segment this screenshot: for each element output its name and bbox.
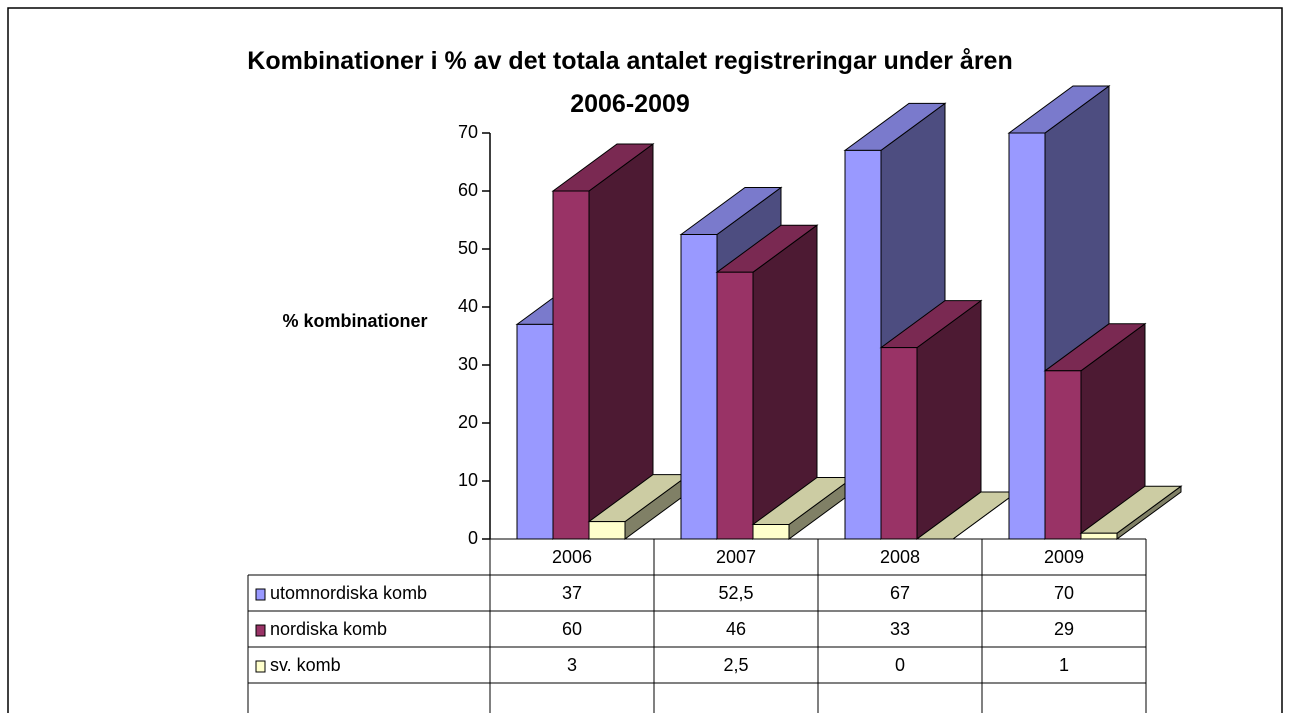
y-tick-label: 30 [458, 354, 478, 374]
table-value: 46 [726, 619, 746, 639]
legend-key [255, 660, 266, 673]
bar [844, 149, 882, 540]
bar [516, 323, 554, 540]
table-value: 70 [1054, 583, 1074, 603]
bar [752, 524, 790, 540]
bar [1008, 132, 1046, 540]
chart-title: Kombinationer i % av det totala antalet … [247, 47, 1013, 118]
x-tick-label: 2008 [880, 547, 920, 567]
y-tick-label: 20 [458, 412, 478, 432]
table-value: 1 [1059, 655, 1069, 675]
bar [552, 190, 590, 540]
table-value: 0 [895, 655, 905, 675]
legend-label: sv. komb [270, 655, 341, 675]
table-value: 60 [562, 619, 582, 639]
chart-frame [7, 7, 1283, 713]
y-tick-label: 0 [468, 528, 478, 548]
table-value: 3 [567, 655, 577, 675]
x-tick-label: 2006 [552, 547, 592, 567]
x-tick-label: 2009 [1044, 547, 1084, 567]
table-value: 29 [1054, 619, 1074, 639]
legend-label: nordiska komb [270, 619, 387, 639]
table-value: 2,5 [723, 655, 748, 675]
y-tick-label: 70 [458, 122, 478, 142]
bar [588, 521, 626, 540]
legend-key [255, 624, 266, 637]
bar-side [588, 143, 654, 540]
y-tick-label: 40 [458, 296, 478, 316]
x-tick-label: 2007 [716, 547, 756, 567]
table-value: 67 [890, 583, 910, 603]
legend-label: utomnordiska komb [270, 583, 427, 603]
y-tick-label: 50 [458, 238, 478, 258]
y-axis-label: % kombinationer [282, 311, 428, 331]
bar [1044, 370, 1082, 540]
y-tick-label: 60 [458, 180, 478, 200]
bar [680, 234, 718, 540]
table-value: 52,5 [718, 583, 753, 603]
table-value: 37 [562, 583, 582, 603]
bar [880, 347, 918, 540]
bar [716, 271, 754, 540]
bar [1080, 532, 1118, 540]
legend-key [255, 588, 266, 601]
table-value: 33 [890, 619, 910, 639]
y-tick-label: 10 [458, 470, 478, 490]
